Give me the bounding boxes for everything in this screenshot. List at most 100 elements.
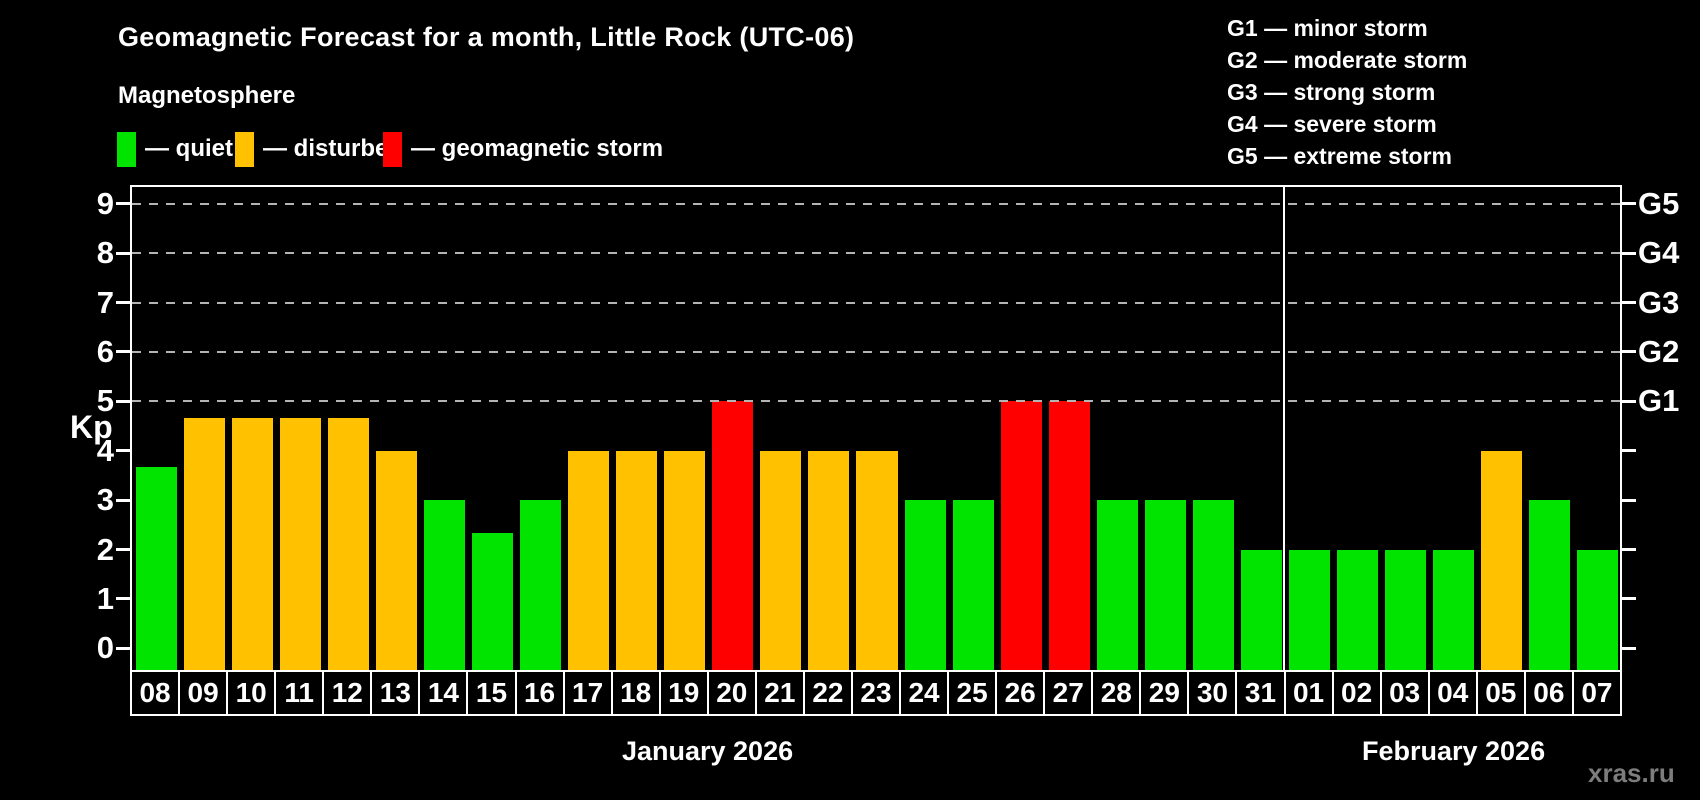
g-scale-legend-item-g2: G2 — moderate storm xyxy=(1227,47,1468,73)
date-cell: 17 xyxy=(562,670,613,716)
y-axis-tick-left xyxy=(116,350,130,354)
y-axis-tick-right xyxy=(1622,597,1636,601)
date-cell: 14 xyxy=(418,670,469,716)
gridline-kp9 xyxy=(132,202,1620,205)
date-cell: 07 xyxy=(1571,670,1622,716)
kp-bar xyxy=(952,500,994,670)
gridline-kp6 xyxy=(132,350,1620,353)
kp-bar xyxy=(1432,549,1474,670)
y-axis-tick-left xyxy=(116,251,130,255)
kp-bar xyxy=(1000,401,1042,670)
y-axis-tick-label: 5 xyxy=(96,383,114,419)
legend-label-disturbed: — disturbed xyxy=(263,135,404,162)
legend-item-quiet: — quiet xyxy=(117,131,233,167)
date-cell: 03 xyxy=(1379,670,1430,716)
date-cell: 21 xyxy=(754,670,805,716)
kp-bar xyxy=(1192,500,1234,670)
g-scale-legend-item-g1: G1 — minor storm xyxy=(1227,15,1428,41)
y-axis-tick-left xyxy=(116,498,130,502)
y-axis-tick-right xyxy=(1622,399,1636,403)
g-scale-legend-item-g5: G5 — extreme storm xyxy=(1227,143,1452,169)
kp-bar xyxy=(424,500,466,670)
y-axis-tick-label: 6 xyxy=(96,333,114,369)
y-axis-tick-label: 8 xyxy=(96,235,114,271)
date-cell: 01 xyxy=(1283,670,1334,716)
kp-bar xyxy=(280,417,322,670)
date-cell: 13 xyxy=(370,670,421,716)
legend-label-quiet: — quiet xyxy=(145,135,233,162)
gridline-kp7 xyxy=(132,301,1620,304)
date-cell: 05 xyxy=(1475,670,1526,716)
kp-bar xyxy=(1048,401,1090,670)
y-axis-tick-right xyxy=(1622,350,1636,354)
y-axis-tick-left xyxy=(116,449,130,453)
kp-bar xyxy=(1288,549,1330,670)
y-axis-tick-left xyxy=(116,202,130,206)
date-cell: 27 xyxy=(1043,670,1094,716)
date-cell: 04 xyxy=(1427,670,1478,716)
kp-bar xyxy=(184,417,226,670)
date-cell: 20 xyxy=(706,670,757,716)
date-cell: 23 xyxy=(850,670,901,716)
y-axis-tick-label: 2 xyxy=(96,531,114,567)
kp-bar xyxy=(808,450,850,670)
month-separator-line xyxy=(1283,187,1285,670)
date-cell: 10 xyxy=(226,670,277,716)
kp-bar xyxy=(856,450,898,670)
page-title: Geomagnetic Forecast for a month, Little… xyxy=(118,22,855,52)
date-cell: 16 xyxy=(514,670,565,716)
quiet-swatch-icon xyxy=(117,131,136,167)
g-axis-label-g5: G5 xyxy=(1638,185,1680,221)
y-axis-tick-left xyxy=(116,646,130,650)
legend-item-disturbed: — disturbed xyxy=(235,131,403,167)
date-cell: 08 xyxy=(130,670,181,716)
date-cell: 31 xyxy=(1235,670,1286,716)
g-axis-label-g2: G2 xyxy=(1638,333,1680,369)
y-axis-tick-label: 3 xyxy=(96,482,114,518)
date-cell: 09 xyxy=(178,670,229,716)
date-cell: 24 xyxy=(899,670,950,716)
kp-bar xyxy=(1528,500,1570,670)
watermark-xras: xras.ru xyxy=(1588,758,1675,788)
y-axis-tick-right xyxy=(1622,498,1636,502)
y-axis-tick-left xyxy=(116,301,130,304)
month-label-january: January 2026 xyxy=(621,736,794,766)
date-axis-row: 08 09 10 11 12 13 14 15 16 17 18 19 20 21 22 23 24 25 26 27… xyxy=(130,670,1622,716)
legend-item-storm: — geomagnetic storm xyxy=(383,131,663,167)
kp-bar xyxy=(1384,549,1426,670)
kp-bar xyxy=(328,417,370,670)
kp-bar xyxy=(1336,549,1378,670)
date-cell: 11 xyxy=(274,670,325,716)
y-axis-tick-left xyxy=(116,597,130,601)
y-axis-tick-label: 0 xyxy=(96,630,114,666)
kp-bar xyxy=(1240,549,1282,670)
g-scale-legend-item-g3: G3 — strong storm xyxy=(1227,79,1436,105)
kp-bar xyxy=(472,533,514,670)
g-axis-label-g3: G3 xyxy=(1638,284,1680,320)
month-label-february: February 2026 xyxy=(1361,736,1546,766)
kp-bar xyxy=(616,450,658,670)
y-axis-tick-right xyxy=(1622,449,1636,453)
y-axis-tick-right xyxy=(1622,251,1636,255)
storm-swatch-icon xyxy=(383,131,402,167)
kp-bar xyxy=(712,401,754,670)
plot-area xyxy=(130,185,1622,672)
g-axis-label-g4: G4 xyxy=(1638,235,1680,271)
y-axis-tick-right xyxy=(1622,548,1636,551)
gridline-kp5 xyxy=(132,400,1620,403)
date-cell: 19 xyxy=(658,670,709,716)
g-axis-label-g1: G1 xyxy=(1638,383,1680,419)
legend-label-storm: — geomagnetic storm xyxy=(411,135,664,162)
kp-bar xyxy=(664,450,706,670)
y-axis-tick-right xyxy=(1622,301,1636,304)
y-axis-title: Kp xyxy=(70,409,113,445)
kp-bar xyxy=(376,450,418,670)
g-scale-legend: G1 — minor storm G2 — moderate storm G3 … xyxy=(1227,12,1467,172)
kp-bar xyxy=(232,417,274,670)
date-cell: 30 xyxy=(1187,670,1238,716)
gridline-kp8 xyxy=(132,252,1620,255)
y-axis-tick-label: 1 xyxy=(96,580,114,616)
kp-bar xyxy=(1480,450,1522,670)
date-cell: 22 xyxy=(802,670,853,716)
